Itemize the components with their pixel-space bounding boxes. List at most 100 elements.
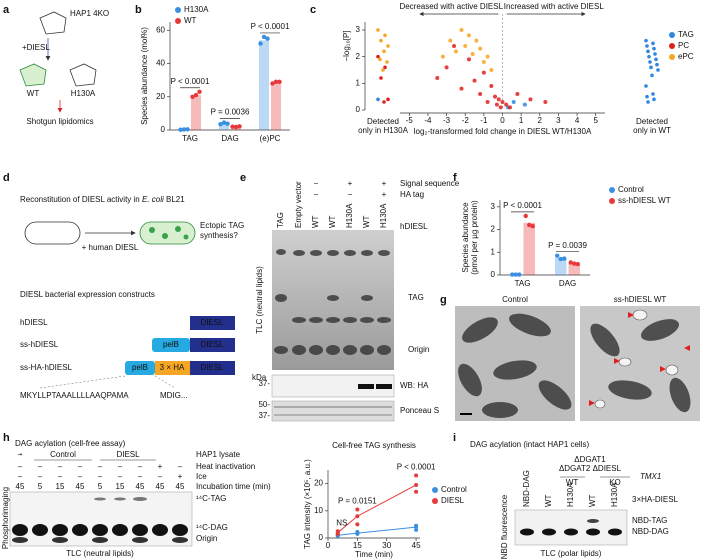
outcome: synthesis? (200, 231, 238, 240)
legend-swatch (669, 32, 675, 38)
point (386, 44, 390, 48)
cell: – (18, 472, 23, 481)
image-label: ss-hDIESL WT (614, 295, 667, 304)
replicate-point (197, 89, 202, 94)
point (381, 68, 385, 72)
point (376, 97, 380, 102)
cell: – (38, 472, 43, 481)
replicate-point (181, 127, 187, 132)
point (452, 44, 457, 48)
cell: 5 (98, 482, 103, 491)
replicate-point (414, 473, 419, 478)
cell: – (98, 472, 103, 481)
panel-letter: d (3, 172, 10, 184)
ha-tag: 3 × HA (160, 363, 185, 372)
p-value: P < 0.0001 (503, 201, 542, 210)
point (478, 92, 483, 96)
construct-name: hDIESL (20, 318, 48, 327)
lane-label: WT (362, 215, 371, 228)
point (383, 33, 387, 38)
x-axis-label: Time (min) (355, 550, 393, 559)
panel-a-drawing (19, 11, 97, 113)
x-tick-label: 0 (326, 541, 331, 550)
cell: 15 (116, 482, 125, 491)
construct-name: ss-hDIESL (20, 340, 59, 349)
band-label: NBD-DAG (632, 527, 669, 536)
y-tick-label: 10 (314, 506, 323, 515)
x-tick-label: -4 (424, 116, 432, 125)
band-label: Origin (408, 345, 429, 354)
point (382, 49, 386, 54)
lane-label: H130A (566, 482, 575, 507)
point (478, 46, 483, 51)
point (644, 38, 648, 43)
replicate-point (355, 514, 360, 519)
x-tick-label: 4 (575, 116, 580, 125)
sequence-tail: MDIG... (160, 391, 188, 400)
group-label: KO (609, 478, 621, 487)
cell: – (78, 462, 83, 471)
annotation: Increased with active DIESL (504, 2, 605, 11)
replicate-point (221, 120, 227, 125)
wt-label: WT (27, 89, 40, 98)
point (489, 68, 494, 72)
panel-letter: c (310, 4, 316, 16)
sign: + (382, 190, 387, 199)
replicate-point (185, 127, 190, 132)
y-axis-label: Species abundance (461, 202, 470, 273)
replicate-point (258, 41, 263, 46)
replicate-point (261, 34, 267, 40)
point (528, 97, 533, 102)
point (498, 105, 503, 110)
point (500, 100, 505, 104)
axis-label: Phosphorimaging (1, 487, 10, 549)
y-axis-label: (pmol per µg protein) (470, 200, 479, 275)
replicate-point (335, 529, 340, 534)
bar (219, 123, 229, 130)
replicate-point (218, 121, 223, 127)
point (648, 60, 652, 64)
point (489, 84, 494, 88)
point (646, 49, 650, 54)
replicate-point (273, 79, 279, 85)
x-tick-label: (e)PC (260, 134, 281, 143)
y-tick-label: 0 (491, 270, 496, 279)
title: DAG acylation (intact HAP1 cells) (470, 440, 589, 449)
bar (555, 257, 567, 275)
replicate-point (555, 253, 560, 258)
axis-label: TLC (neutral lipids) (66, 549, 134, 558)
point (651, 41, 655, 46)
point (504, 102, 509, 107)
x-tick-label: 5 (593, 116, 598, 125)
genotype: ΔDGAT1 (574, 455, 606, 464)
point (444, 65, 449, 70)
x-tick-label: 0 (500, 116, 505, 125)
point (522, 102, 527, 107)
panel-letter: i (453, 432, 456, 444)
legend-swatch (609, 187, 615, 193)
x-tick-label: TAG (182, 134, 198, 143)
cell: – (98, 462, 103, 471)
replicate-point (562, 256, 567, 261)
lane-label: NBD-DAG (522, 470, 531, 507)
cell: – (138, 472, 143, 481)
constructs-title: DIESL bacterial expression constructs (20, 290, 155, 299)
point (645, 94, 649, 99)
cell: – (58, 462, 63, 471)
replicate-point (414, 489, 419, 494)
row-label: hDIESL (400, 222, 428, 231)
point (474, 38, 479, 43)
y-tick-label: 2 (356, 52, 361, 61)
axis-label: TLC (neutral lipids) (255, 266, 264, 334)
point (496, 97, 501, 102)
panel-d-drawing (24, 221, 235, 389)
point (515, 92, 520, 96)
series-line (337, 484, 417, 533)
legend-label: DIESL (441, 496, 465, 505)
point (647, 54, 651, 59)
point (379, 38, 383, 43)
x-tick-label: -5 (406, 116, 414, 125)
cell: – (78, 472, 83, 481)
point (470, 52, 475, 56)
